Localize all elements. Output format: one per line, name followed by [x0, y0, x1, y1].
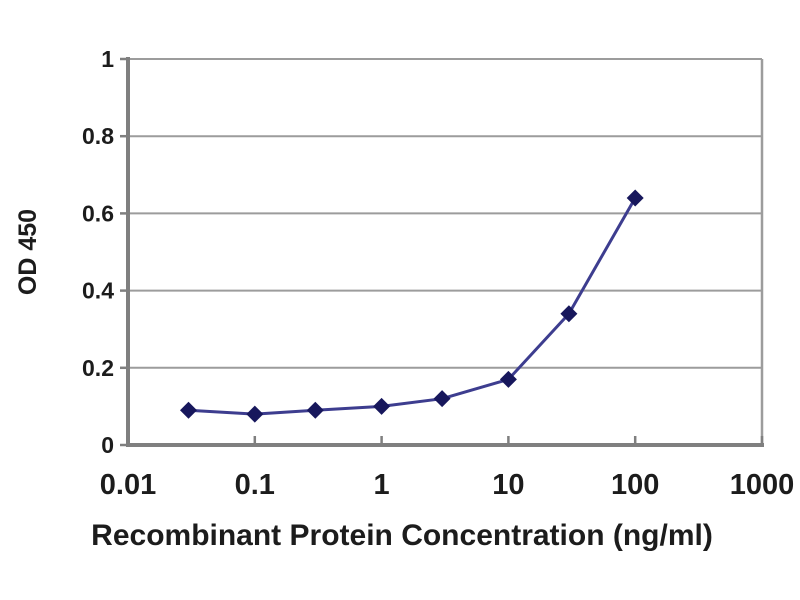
y-axis-title: OD 450: [14, 209, 42, 295]
axes: [126, 57, 764, 447]
y-tick-label: 0.6: [82, 200, 114, 226]
y-tick-label: 1: [101, 46, 114, 72]
x-tick-label: 100: [611, 469, 659, 501]
gridlines: [128, 58, 764, 445]
x-tick-label: 10: [492, 469, 524, 501]
data-point-marker: [433, 390, 451, 408]
tick-labels: 0 0.2 0.4 0.6 0.8 1 0.01 0.1 1 10 100 1000: [82, 46, 794, 501]
data-point-marker: [179, 401, 197, 419]
y-tick-label: 0.8: [82, 123, 114, 149]
data-point-marker: [560, 305, 578, 323]
data-series: [179, 189, 644, 423]
x-tick-label: 1: [374, 469, 390, 501]
x-tick-label: 1000: [730, 469, 795, 501]
axis-ticks: [120, 57, 764, 447]
data-point-marker: [306, 401, 324, 419]
data-point-marker: [246, 405, 264, 423]
x-tick-label: 0.01: [100, 469, 156, 501]
data-point-marker: [626, 189, 644, 207]
data-point-marker: [499, 370, 517, 388]
y-tick-label: 0.4: [82, 278, 114, 304]
y-tick-label: 0.2: [82, 355, 114, 381]
y-tick-label: 0: [101, 432, 114, 458]
x-tick-label: 0.1: [235, 469, 275, 501]
series-line: [186, 196, 637, 416]
data-point-marker: [373, 397, 391, 415]
x-axis-title: Recombinant Protein Concentration (ng/ml…: [91, 519, 713, 552]
